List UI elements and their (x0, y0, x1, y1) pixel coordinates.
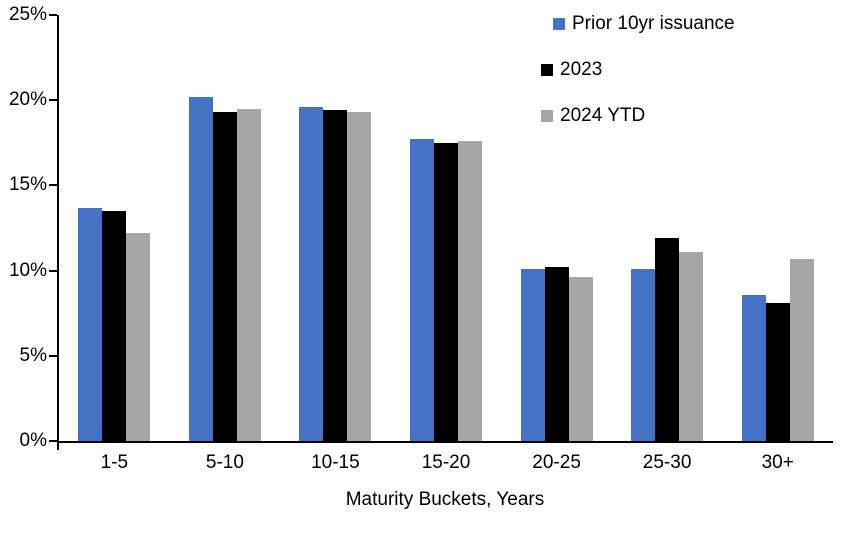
bar-2024-ytd-5-10 (236, 108, 261, 441)
bar-prior-10yr-issuance-10-15 (299, 107, 324, 441)
y-axis-tick-label: 20% (8, 89, 47, 111)
y-axis-tick-label: 25% (8, 4, 47, 25)
bar-prior-10yr-issuance-25-30 (631, 268, 656, 441)
y-axis-tick (49, 269, 57, 272)
bar-prior-10yr-issuance-30- (741, 294, 766, 441)
bar-group-5-10 (188, 96, 261, 441)
bar-prior-10yr-issuance-5-10 (188, 96, 213, 441)
y-axis-tick (49, 354, 57, 357)
legend-item-2023: 2023 (541, 58, 735, 82)
bar-2023-25-30 (655, 238, 680, 441)
legend-label-2024-ytd: 2024 YTD (560, 105, 646, 126)
bar-group-20-25 (520, 267, 593, 441)
bar-2023-15-20 (433, 142, 458, 441)
x-axis-title: Maturity Buckets, Years (345, 489, 545, 510)
bar-2024-ytd-1-5 (126, 233, 151, 441)
y-axis-tick (49, 440, 57, 442)
bar-2023-5-10 (212, 112, 237, 441)
x-axis-origin-tick (57, 441, 59, 450)
bar-2023-10-15 (323, 110, 348, 441)
legend-item-prior-10yr-issuance: Prior 10yr issuance (541, 12, 735, 36)
bar-2024-ytd-25-30 (679, 251, 704, 441)
bar-2023-30- (765, 303, 790, 441)
y-axis-tick-label: 0% (19, 430, 47, 451)
x-axis-label-20-25: 20-25 (532, 452, 581, 473)
bar-2024-ytd-15-20 (457, 141, 482, 441)
bar-prior-10yr-issuance-1-5 (78, 207, 103, 441)
y-axis-tick-label: 10% (8, 259, 47, 281)
y-axis-tick-label: 15% (8, 174, 47, 196)
y-axis-tick (49, 184, 57, 187)
bar-2023-20-25 (544, 267, 569, 441)
legend-swatch-2023 (541, 64, 553, 76)
x-axis-label-25-30: 25-30 (642, 452, 692, 473)
x-axis-label-1-5: 1-5 (100, 452, 129, 473)
y-axis-tick (49, 99, 57, 102)
legend: Prior 10yr issuance 2023 2024 YTD (541, 12, 735, 150)
bar-prior-10yr-issuance-15-20 (409, 139, 434, 441)
legend-label-2023: 2023 (560, 59, 603, 80)
y-axis-tick (49, 14, 57, 16)
x-axis-label-10-15: 10-15 (311, 452, 360, 473)
legend-label-prior-10yr-issuance: Prior 10yr issuance (572, 13, 735, 34)
bar-groups (59, 15, 833, 441)
bar-2023-1-5 (102, 211, 127, 441)
legend-swatch-prior-10yr-issuance (553, 18, 565, 30)
x-axis-label-5-10: 5-10 (205, 452, 244, 473)
bar-prior-10yr-issuance-20-25 (520, 268, 545, 441)
bar-group-1-5 (78, 207, 151, 441)
plot-area: 0% 5% 10% 15% 20% 25% (9, 4, 833, 451)
bar-2024-ytd-20-25 (568, 277, 593, 441)
bar-group-25-30 (631, 238, 704, 441)
bar-group-10-15 (299, 107, 372, 441)
legend-swatch-2024-ytd (541, 110, 553, 122)
bar-2024-ytd-10-15 (347, 112, 372, 441)
bar-group-30- (741, 258, 814, 441)
legend-item-2024-ytd: 2024 YTD (541, 104, 735, 128)
bar-2024-ytd-30- (789, 258, 814, 441)
x-axis-label-30-: 30+ (761, 452, 794, 473)
y-axis-tick-label: 5% (19, 344, 47, 366)
bar-group-15-20 (409, 139, 482, 441)
x-axis-label-15-20: 15-20 (421, 452, 471, 473)
